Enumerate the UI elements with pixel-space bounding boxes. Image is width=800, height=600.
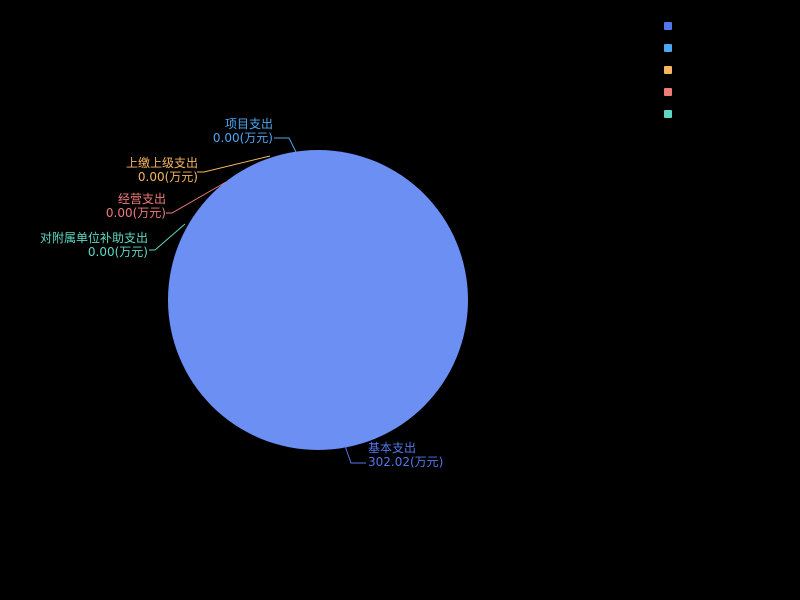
pie-label-operating-expenditure: 经营支出 0.00(万元) bbox=[106, 192, 166, 220]
pie-label-value: 0.00(万元) bbox=[212, 131, 273, 145]
pie-slice-basic-expenditure[interactable] bbox=[168, 150, 468, 450]
pie-label-name: 经营支出 bbox=[117, 192, 166, 206]
pie-label-value: 0.00(万元) bbox=[137, 170, 198, 184]
legend-swatch-operating-expenditure[interactable] bbox=[664, 88, 672, 96]
pie-label-name: 项目支出 bbox=[224, 117, 273, 131]
legend-swatch-project-expenditure[interactable] bbox=[664, 44, 672, 52]
label-line-basic-expenditure bbox=[344, 445, 366, 464]
pie-label-value: 302.02(万元) bbox=[368, 455, 444, 469]
pie-label-subsidy-to-affiliated-units: 对附属单位补助支出 0.00(万元) bbox=[40, 231, 148, 259]
legend-swatch-basic-expenditure[interactable] bbox=[664, 22, 672, 30]
pie-label-value: 0.00(万元) bbox=[105, 206, 166, 220]
pie-label-name: 基本支出 bbox=[368, 441, 417, 455]
pie-label-value: 0.00(万元) bbox=[87, 245, 148, 259]
pie-label-basic-expenditure: 基本支出 302.02(万元) bbox=[368, 441, 443, 469]
pie-label-project-expenditure: 项目支出 0.00(万元) bbox=[213, 117, 273, 145]
label-line-project-expenditure bbox=[274, 137, 297, 153]
pie-label-payment-to-higher-authorities: 上缴上级支出 0.00(万元) bbox=[126, 156, 198, 184]
legend-swatch-payment-to-higher-authorities[interactable] bbox=[664, 66, 672, 74]
pie-label-name: 对附属单位补助支出 bbox=[39, 231, 148, 245]
legend-swatch-subsidy-to-affiliated-units[interactable] bbox=[664, 110, 672, 118]
pie-label-name: 上缴上级支出 bbox=[125, 156, 198, 170]
